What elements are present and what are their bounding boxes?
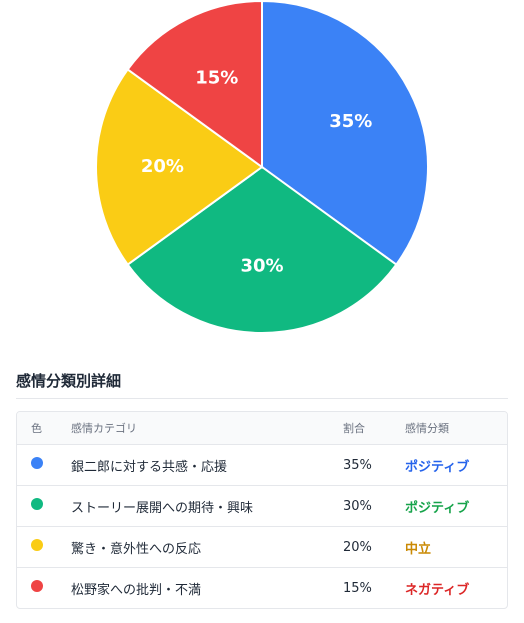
color-dot-icon (31, 457, 43, 469)
ratio-cell: 15% (343, 580, 372, 596)
color-dot-icon (31, 498, 43, 510)
slice-label-1: 35% (329, 111, 372, 132)
pie-slice-4 (126, 0, 263, 169)
category-cell: 驚き・意外性への反応 (71, 541, 202, 557)
table-row: ストーリー展開への期待・興味 30% ポジティブ (17, 485, 507, 526)
ratio-cell: 20% (343, 539, 372, 555)
section-title: 感情分類別詳細 (16, 372, 122, 390)
pie-chart: 35% 30% 20% 15% (95, 0, 429, 334)
ratio-cell: 30% (343, 498, 372, 514)
section-divider (16, 398, 508, 399)
color-dot-icon (31, 539, 43, 551)
sentiment-cell: ネガティブ (405, 582, 470, 598)
pie-slice-1 (261, 0, 429, 266)
table-header-row: 色 感情カテゴリ 割合 感情分類 (17, 412, 507, 444)
header-ratio: 割合 (343, 422, 365, 435)
sentiment-cell: ポジティブ (405, 500, 470, 516)
table-row: 驚き・意外性への反応 20% 中立 (17, 526, 507, 567)
slice-label-2: 30% (240, 256, 283, 277)
color-dot-icon (31, 580, 43, 592)
detail-table: 色 感情カテゴリ 割合 感情分類 銀二郎に対する共感・応援 35% ポジティブ … (16, 411, 508, 609)
table-row: 銀二郎に対する共感・応援 35% ポジティブ (17, 444, 507, 485)
category-cell: 松野家への批判・不満 (71, 582, 202, 598)
table-row: 松野家への批判・不満 15% ネガティブ (17, 567, 507, 608)
sentiment-cell: ポジティブ (405, 459, 470, 475)
header-sentiment: 感情分類 (405, 422, 449, 435)
category-cell: 銀二郎に対する共感・応援 (71, 459, 228, 475)
pie-slice-2 (126, 165, 398, 334)
pie-slice-3 (95, 68, 264, 266)
slice-label-3: 20% (141, 156, 184, 177)
category-cell: ストーリー展開への期待・興味 (71, 500, 254, 516)
ratio-cell: 35% (343, 457, 372, 473)
slice-label-4: 15% (195, 67, 238, 88)
header-color: 色 (31, 422, 42, 435)
header-category: 感情カテゴリ (71, 422, 137, 435)
sentiment-cell: 中立 (405, 541, 432, 557)
